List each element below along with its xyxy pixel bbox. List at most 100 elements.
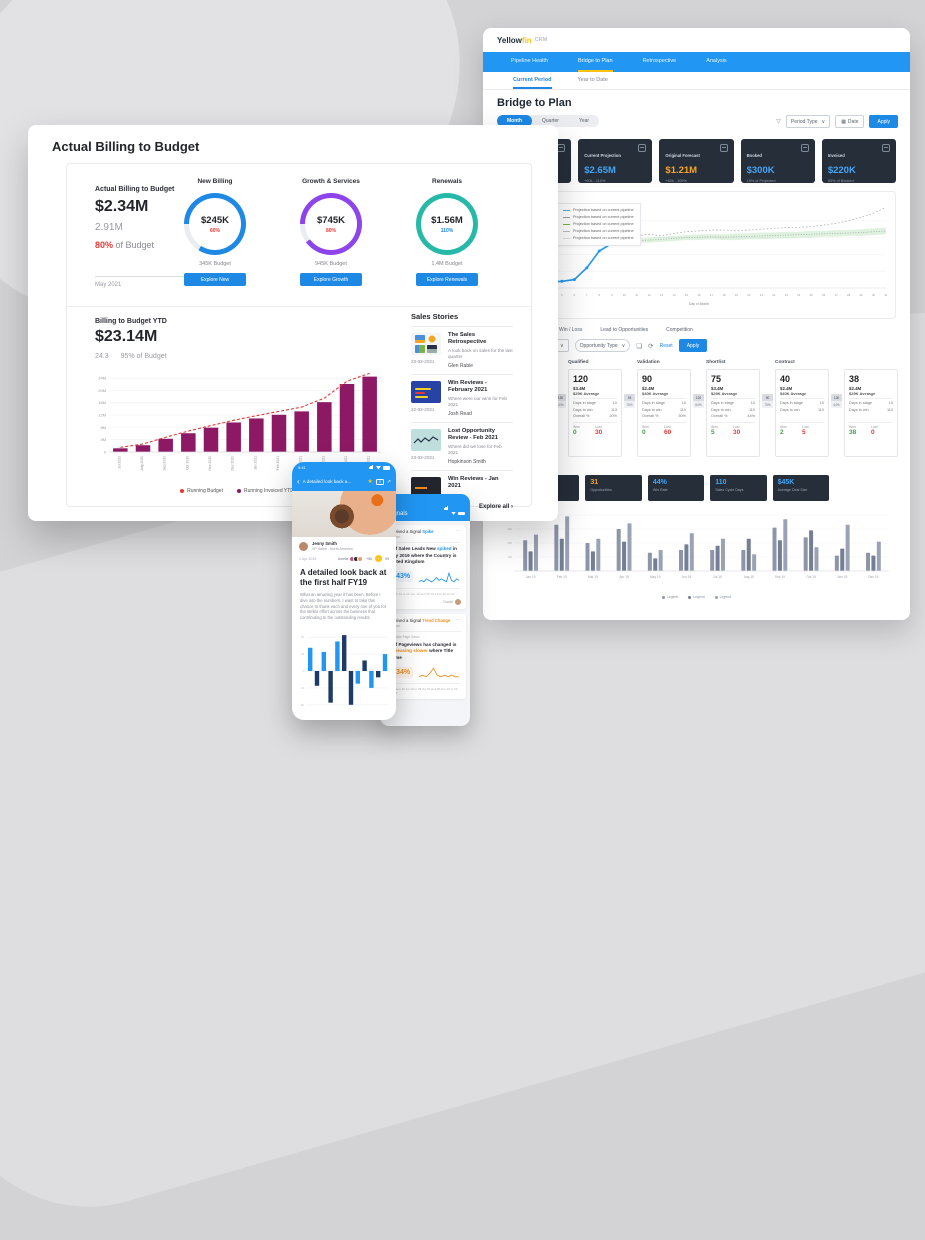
story-item[interactable]: Win Reviews - Jan 2021 [411,470,513,499]
kpi-sales-cycle-days[interactable]: 110 Sales Cycle Days [710,475,767,501]
svg-text:0: 0 [303,669,305,673]
stage-conversion-badge: 90 75% [762,394,773,408]
nav-tab-pipeline-health[interactable]: Pipeline Health [511,58,548,64]
story-item[interactable]: The Sales Retrospective A look back on sa… [411,326,513,369]
filter-icon[interactable]: ▽ [776,119,781,125]
svg-text:29: 29 [860,293,864,297]
nav-tab-analysis[interactable]: Analysis [706,58,727,64]
legend-item: Running Invoiced YTD [236,488,294,494]
date-button[interactable]: ▦ Date [835,115,865,128]
svg-text:Jun 19: Jun 19 [682,575,692,579]
tab-lead-to-opportunities[interactable]: Lead to Opportunities [600,327,649,333]
svg-text:28: 28 [847,293,851,297]
subtab-current-period[interactable]: Current Period [513,72,552,89]
explore-growth-button[interactable]: Explore Growth [300,273,362,286]
signal-card-trend-change[interactable]: received a Signal Trend Change⋯ 1:28pm A… [384,613,466,699]
svg-text:0: 0 [104,449,107,454]
explore-new-button[interactable]: Explore New [184,273,246,286]
kpi-card-current-projection[interactable]: Current Projection $2.65M +60k - 110% [578,139,653,183]
refresh-icon[interactable]: ⟳ [648,342,654,350]
opportunity-type-select[interactable]: Opportunity Type ∨ [574,339,631,352]
crm-dashboard-window: Yellowfin CRM Pipeline Health Bridge to … [483,28,910,620]
svg-text:Feb 2021: Feb 2021 [276,456,280,470]
svg-text:Apr 19: Apr 19 [619,575,629,579]
svg-text:8M: 8M [100,425,106,430]
signal-strength-icon [368,464,374,470]
svg-text:Jan 2021: Jan 2021 [253,456,257,470]
stage-name: Contract [775,360,795,365]
nav-tab-bridge-to-plan[interactable]: Bridge to Plan [578,52,613,72]
period-quarter-button[interactable]: Quarter [542,118,559,124]
svg-text:23: 23 [785,293,789,297]
kpi-average-deal-size[interactable]: $45K Average Deal Size [772,475,830,501]
spike-sparkline [418,571,460,582]
bookmark-icon[interactable]: ❏ [636,342,643,350]
period-month-button[interactable]: Month [497,115,532,127]
funnel-stage: 130 60% Qualified 120 $3.4M $29K Average Days … [555,360,624,457]
story-item[interactable]: Win Reviews - February 2021 Where were ou… [411,374,513,417]
explore-renewals-button[interactable]: Explore Renewals [416,273,478,286]
svg-text:Aug 2020: Aug 2020 [140,456,144,471]
stage-card[interactable]: 40 $2.4M $40K Average Days in stage 10 Days t… [775,369,829,457]
kpi-card-booked[interactable]: Booked $300K 15% of Projected [740,139,815,183]
clap-icon[interactable]: + [375,555,382,562]
book-icon [800,144,809,152]
legend-marker [563,223,570,226]
svg-text:16M: 16M [98,400,106,405]
stage-card[interactable]: 120 $3.4M $29K Average Days in stage 10 Days … [568,369,622,457]
tab-competition[interactable]: Competition [666,327,693,333]
kpi-card-original-forecast[interactable]: Original Forecast $1.21M +60k - 105% [659,139,734,183]
svg-text:26: 26 [822,293,826,297]
reaction-avatars [349,555,364,562]
svg-text:5: 5 [561,293,563,297]
kpi-win-rate[interactable]: 44% Win Rate [647,475,705,501]
svg-text:25: 25 [810,293,814,297]
stage-conversion-badge: 120 64% [693,394,704,408]
comment-icon[interactable]: 3 [375,478,384,485]
logo-suffix: CRM [534,37,548,43]
funnel-apply-button[interactable]: Apply [678,339,708,352]
svg-text:15: 15 [685,293,689,297]
legend-marker [563,216,570,219]
more-menu-icon[interactable]: ⋯ [456,616,461,623]
kpi-card-invoiced[interactable]: Invoiced $220K 83% of Booked [821,139,897,183]
story-date: 2 Apr 2019 [299,556,317,561]
projection-chart-legend: Projection based on current pipeline Pro… [556,203,641,246]
period-year-button[interactable]: Year [578,118,590,124]
story-thumbnail [411,477,441,499]
chevron-down-icon: ∨ [560,342,564,349]
author-role: VP Sales - North America [312,547,353,551]
more-menu-icon[interactable]: ⋯ [456,528,461,534]
explore-all-link[interactable]: Explore all › [478,504,513,510]
share-icon[interactable]: ↗ [386,478,391,485]
tab-win-loss[interactable]: Win / Loss [559,327,583,333]
star-icon[interactable]: ★ [367,479,373,485]
stage-total: $3.4M [573,386,586,391]
donut-renewals: Renewals $1.56M 110% 1.4M Budget Explore … [385,178,509,286]
stage-card[interactable]: 38 $2.4M $29K Average Days in stage 10 Days t… [844,369,898,457]
subtab-year-to-date[interactable]: Year to Date [577,76,608,83]
stage-average: $40K Average [780,391,824,399]
analysis-tabs: Win / Loss Lead to Opportunities Competi… [559,327,896,333]
svg-text:80: 80 [301,635,304,639]
divider [95,276,187,277]
reset-link[interactable]: Reset [659,342,673,349]
stage-card[interactable]: 90 $2.4M $40K Average Days in stage 10 Days t… [637,369,691,457]
back-icon[interactable]: ‹ [297,476,300,486]
kpi-opportunities[interactable]: 31 Opportunities [585,475,642,501]
story-thumbnail [411,333,441,355]
story-waterfall-chart: 80 40 0 -40 -80 [300,635,388,707]
signal-card-spike[interactable]: received a Signal Spike⋯ 1:23pm # of Sal… [384,525,466,609]
avatar [299,541,308,551]
author-name: Jenny Smith [312,541,337,546]
stage-name: Validation [637,360,660,365]
svg-text:May 19: May 19 [650,575,661,579]
apply-button[interactable]: Apply [869,115,898,128]
stage-card[interactable]: 75 $3.4M $29K Average Days in stage 10 Days t… [706,369,760,457]
stage-count: 40 [780,374,791,384]
period-type-select[interactable]: Period Type ∨ [785,115,831,128]
story-item[interactable]: Lost Opportunity Review - Feb 2021 Where … [411,422,513,465]
nav-tab-retrospective[interactable]: Retrospective [642,58,677,64]
svg-text:Oct 19: Oct 19 [806,575,816,579]
signals-list: received a Signal Spike⋯ 1:23pm # of Sal… [380,521,470,708]
